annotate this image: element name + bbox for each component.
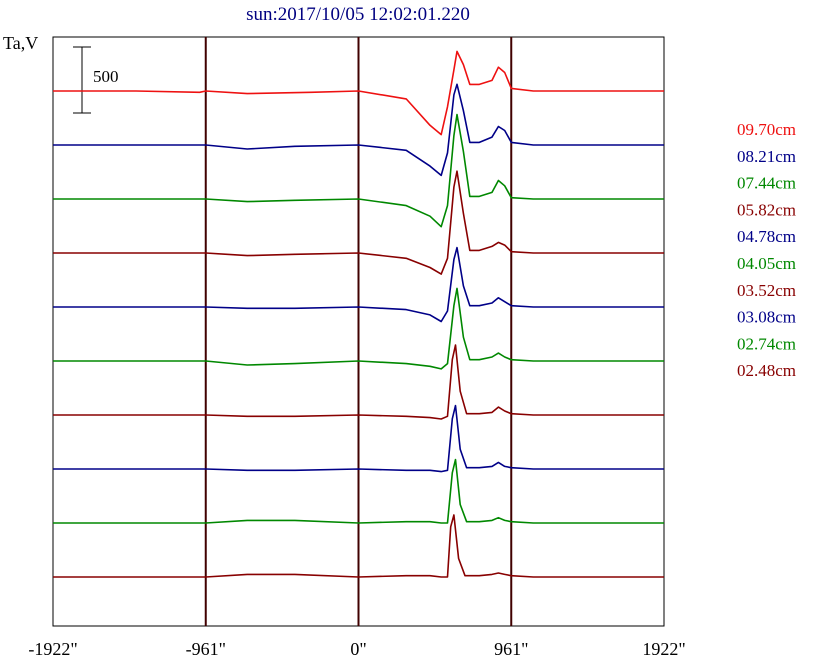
legend: 09.70cm 08.21cm 07.44cm 05.82cm 04.78cm 04.05…	[737, 120, 796, 380]
series-line-4	[53, 246, 664, 323]
legend-entry-4: 04.78cm	[737, 227, 796, 246]
legend-entry-9: 02.48cm	[737, 361, 796, 380]
legend-entry-7: 03.08cm	[737, 308, 796, 327]
scale-bar-label: 500	[93, 67, 119, 86]
grid-lines	[204, 37, 513, 626]
x-tick-labels: -1922" -961" 0" 961" 1922"	[28, 639, 685, 659]
legend-entry-0: 09.70cm	[737, 120, 796, 139]
x-tick-label-2: 0"	[350, 639, 366, 659]
series-line-6	[53, 344, 664, 420]
legend-entry-2: 07.44cm	[737, 174, 796, 193]
series-line-2	[53, 113, 664, 228]
scale-bar: 500	[73, 46, 119, 114]
series-line-1	[53, 83, 664, 177]
legend-entry-5: 04.05cm	[737, 254, 796, 273]
series-line-3	[53, 170, 664, 275]
series-line-9	[53, 514, 664, 578]
x-tick-label-3: 961"	[494, 639, 528, 659]
x-tick-label-4: 1922"	[642, 639, 685, 659]
x-tick-label-0: -1922"	[28, 639, 77, 659]
series-line-8	[53, 458, 664, 524]
legend-entry-3: 05.82cm	[737, 200, 796, 219]
series-line-0	[53, 50, 664, 136]
x-tick-label-1: -961"	[186, 639, 226, 659]
legend-entry-1: 08.21cm	[737, 147, 796, 166]
series-line-5	[53, 287, 664, 370]
y-axis-label: Ta,V	[3, 33, 38, 53]
series-lines	[53, 50, 664, 578]
legend-entry-8: 02.74cm	[737, 334, 796, 353]
series-line-7	[53, 404, 664, 473]
chart-title: sun:2017/10/05 12:02:01.220	[246, 4, 470, 25]
legend-entry-6: 03.52cm	[737, 281, 796, 300]
